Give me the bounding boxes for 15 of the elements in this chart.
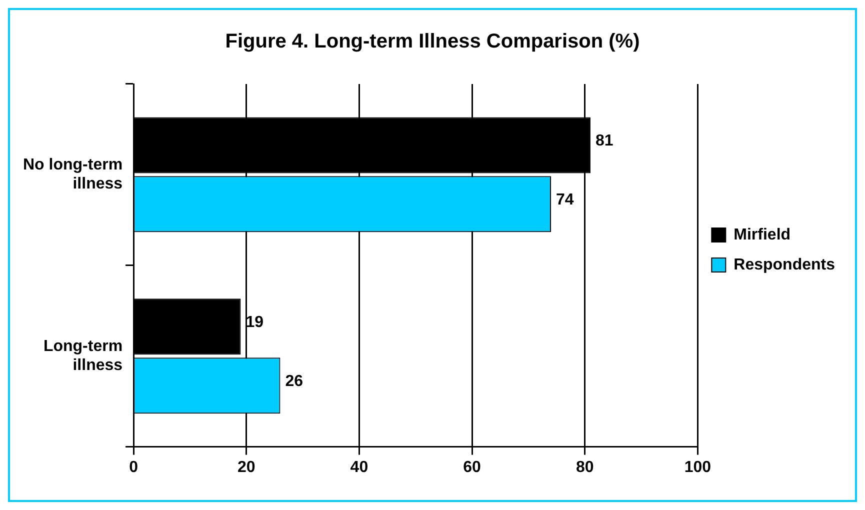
x-tick-label: 0	[129, 458, 138, 476]
chart-title: Figure 4. Long-term Illness Comparison (%)	[225, 30, 640, 53]
x-tick-label: 60	[463, 458, 482, 476]
x-tick-label: 40	[350, 458, 368, 476]
legend-label: Mirfield	[734, 226, 791, 244]
x-tick-label: 80	[576, 458, 594, 476]
legend-label: Respondents	[734, 256, 836, 274]
data-label: 74	[556, 192, 574, 209]
x-tick-label: 20	[237, 458, 256, 476]
data-label: 26	[285, 372, 304, 390]
y-tick-label: Long-term illness	[43, 338, 123, 374]
data-label: 19	[246, 314, 264, 332]
y-tick-label: No long-term illness	[23, 156, 123, 193]
data-label: 81	[595, 132, 614, 150]
x-tick-label: 100	[684, 458, 712, 476]
